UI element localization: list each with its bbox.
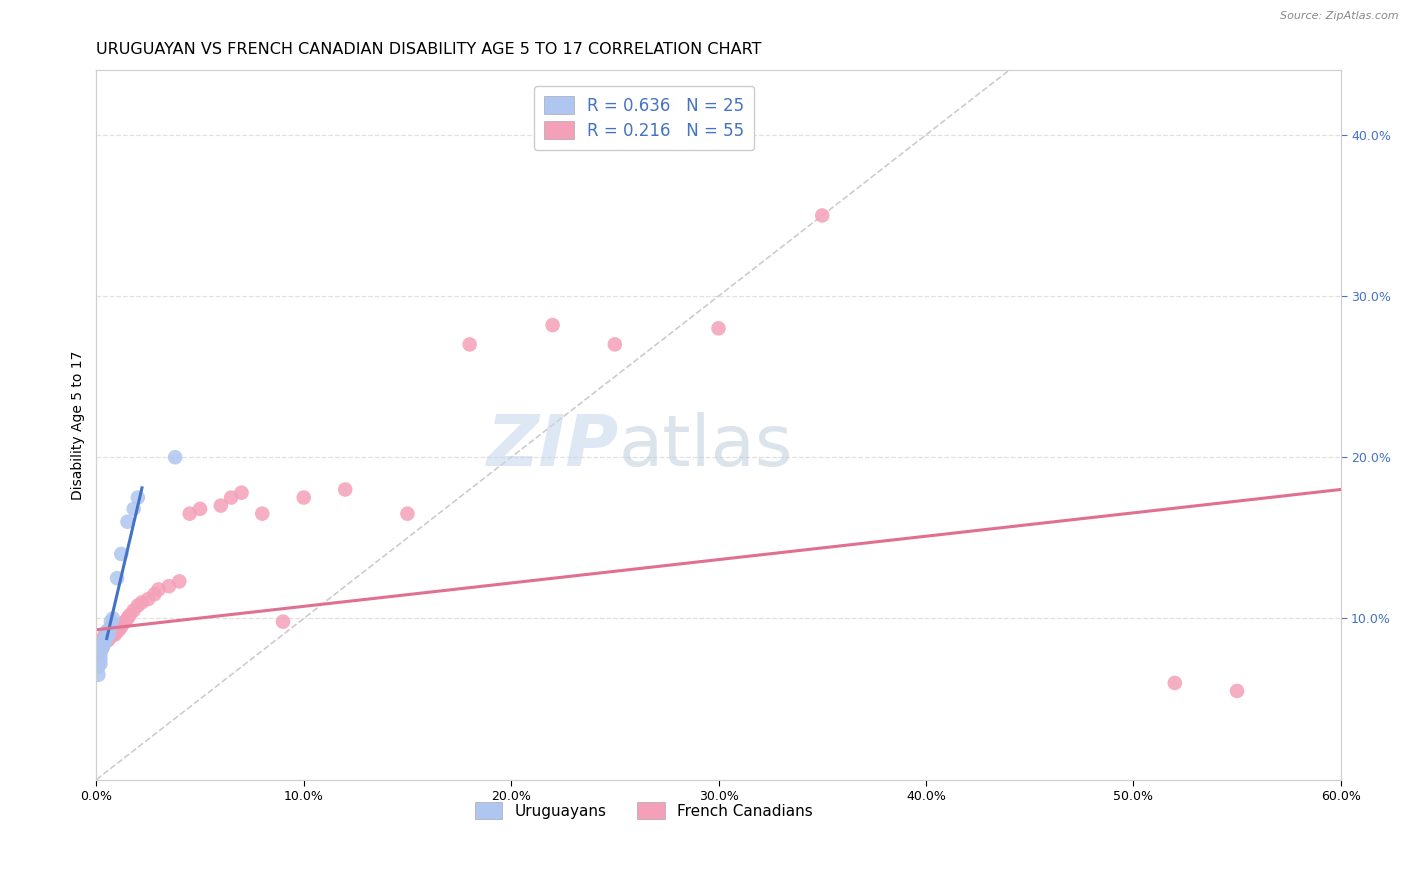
Point: [165, 450, 187, 465]
Point: [117, 515, 139, 529]
Point: [458, 337, 481, 351]
Point: [93, 634, 115, 648]
Point: [89, 651, 111, 665]
Point: [127, 599, 149, 613]
Point: [231, 485, 253, 500]
Legend: Uruguayans, French Canadians: Uruguayans, French Canadians: [468, 797, 818, 825]
Point: [188, 501, 211, 516]
Point: [143, 587, 166, 601]
Point: [97, 627, 120, 641]
Point: [122, 501, 145, 516]
Point: [87, 660, 110, 674]
Point: [91, 637, 114, 651]
Point: [100, 621, 122, 635]
Point: [97, 627, 120, 641]
Point: [209, 499, 232, 513]
Point: [179, 507, 201, 521]
Point: [541, 318, 564, 332]
Point: [131, 595, 153, 609]
Point: [104, 623, 127, 637]
Point: [93, 627, 115, 641]
Point: [96, 627, 118, 641]
Point: [100, 624, 122, 639]
Point: [707, 321, 730, 335]
Point: [89, 634, 111, 648]
Point: [603, 337, 626, 351]
Point: [93, 635, 115, 649]
Point: [91, 640, 114, 655]
Point: [148, 582, 170, 597]
Point: [89, 643, 111, 657]
Point: [105, 571, 128, 585]
Point: [97, 632, 120, 647]
Point: [122, 603, 145, 617]
Point: [114, 615, 136, 629]
Point: [93, 632, 115, 647]
Point: [108, 623, 131, 637]
Point: [101, 627, 124, 641]
Point: [118, 608, 141, 623]
Point: [91, 634, 114, 648]
Text: ZIP: ZIP: [486, 412, 619, 481]
Point: [157, 579, 180, 593]
Point: [96, 634, 118, 648]
Text: URUGUAYAN VS FRENCH CANADIAN DISABILITY AGE 5 TO 17 CORRELATION CHART: URUGUAYAN VS FRENCH CANADIAN DISABILITY …: [97, 42, 762, 57]
Point: [96, 631, 118, 645]
Point: [100, 619, 122, 633]
Point: [100, 615, 122, 629]
Point: [89, 647, 111, 661]
Point: [127, 491, 149, 505]
Text: Source: ZipAtlas.com: Source: ZipAtlas.com: [1281, 11, 1399, 21]
Point: [271, 615, 294, 629]
Point: [110, 619, 132, 633]
Point: [89, 639, 111, 653]
Point: [93, 635, 115, 649]
Point: [91, 637, 114, 651]
Point: [335, 483, 357, 497]
Point: [87, 668, 110, 682]
Point: [89, 657, 111, 671]
Point: [252, 507, 274, 521]
Point: [1226, 684, 1249, 698]
Point: [91, 639, 114, 653]
Point: [104, 627, 127, 641]
Point: [96, 627, 118, 641]
Point: [87, 640, 110, 655]
Point: [105, 624, 128, 639]
Point: [97, 623, 120, 637]
Point: [811, 209, 834, 223]
Point: [1164, 676, 1187, 690]
Point: [96, 631, 118, 645]
Text: atlas: atlas: [619, 412, 793, 481]
Point: [105, 619, 128, 633]
Point: [91, 640, 114, 655]
Point: [292, 491, 315, 505]
Point: [93, 631, 115, 645]
Point: [96, 624, 118, 639]
Point: [101, 623, 124, 637]
Point: [396, 507, 419, 521]
Y-axis label: Disability Age 5 to 17: Disability Age 5 to 17: [72, 351, 86, 500]
Point: [110, 547, 132, 561]
Point: [169, 574, 191, 589]
Point: [219, 491, 242, 505]
Point: [117, 611, 139, 625]
Point: [101, 611, 124, 625]
Point: [136, 592, 159, 607]
Point: [87, 647, 110, 661]
Point: [112, 616, 135, 631]
